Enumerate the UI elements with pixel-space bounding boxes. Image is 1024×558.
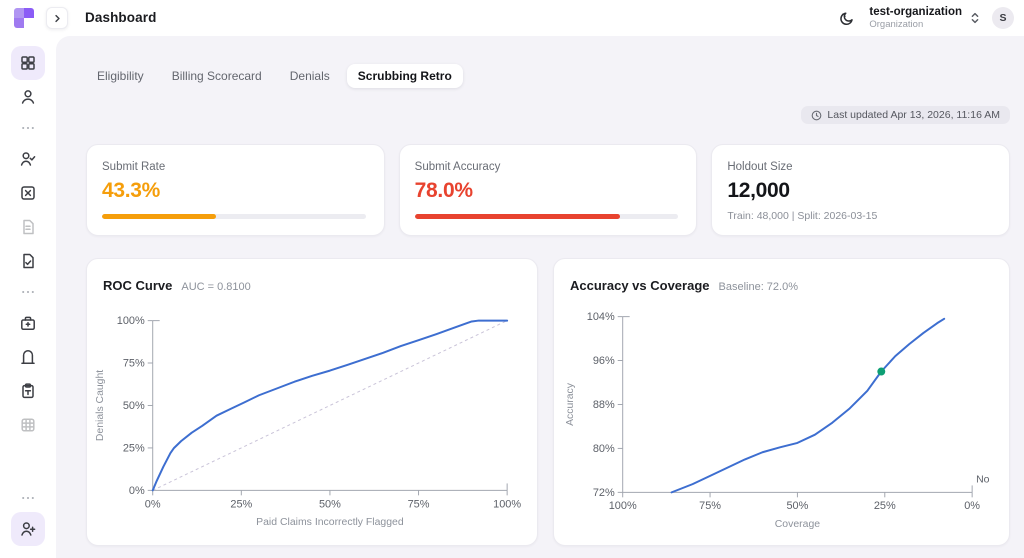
svg-text:96%: 96% (593, 355, 615, 367)
svg-text:50%: 50% (123, 400, 145, 412)
submit-rate-card: Submit Rate 43.3% (86, 144, 385, 236)
moon-icon (838, 10, 855, 27)
roc-curve-card: ROC Curve AUC = 0.8100 0% 25% 50% 75% 100% 0%… (86, 258, 539, 546)
chart-subtitle: Baseline: 72.0% (718, 281, 799, 293)
progress-track (102, 214, 366, 219)
svg-text:25%: 25% (230, 498, 252, 510)
sidebar-divider-ellipsis-icon (19, 117, 37, 139)
sidebar-item-user-plus[interactable] (11, 512, 45, 546)
briefcase-plus-icon (19, 314, 37, 332)
sidebar-nav (0, 36, 56, 558)
metric-label: Holdout Size (727, 161, 793, 173)
theme-toggle-button[interactable] (834, 6, 858, 30)
sidebar-item-user[interactable] (11, 80, 45, 114)
chart-subtitle: AUC = 0.8100 (181, 281, 251, 293)
tab-scrubbing-retro[interactable]: Scrubbing Retro (346, 64, 463, 88)
chart-title: Accuracy vs Coverage (570, 278, 710, 293)
top-bar: Dashboard test-organization Organization (0, 0, 1024, 36)
svg-text:80%: 80% (593, 443, 615, 455)
svg-text:75%: 75% (699, 500, 721, 512)
sidebar-item-dashboard-grid[interactable] (11, 46, 45, 80)
svg-text:88%: 88% (593, 399, 615, 411)
last-updated-text: Last updated Apr 13, 2026, 11:16 AM (827, 109, 1000, 121)
ellipsis-icon (19, 119, 37, 137)
sidebar-item-archway-door[interactable] (11, 340, 45, 374)
svg-text:50%: 50% (319, 498, 341, 510)
tab-denials[interactable]: Denials (289, 69, 330, 83)
clock-icon (811, 110, 822, 121)
chevrons-up-down-icon (969, 11, 981, 25)
svg-text:0%: 0% (129, 485, 145, 497)
user-plus-icon (19, 520, 37, 538)
last-updated-badge: Last updated Apr 13, 2026, 11:16 AM (801, 106, 1010, 124)
svg-text:Accuracy: Accuracy (565, 382, 576, 426)
accuracy-coverage-chart: 72% 80% 88% 96% 104% 100% 75% 50% 25% 0% Coverage A… (565, 311, 990, 530)
accuracy-coverage-card: Accuracy vs Coverage Baseline: 72.0% 72%… (553, 258, 1010, 546)
progress-fill (414, 214, 621, 219)
svg-text:Paid Claims Incorrectly Flagge: Paid Claims Incorrectly Flagged (256, 517, 404, 528)
svg-text:No: No (976, 474, 990, 485)
svg-text:50%: 50% (786, 500, 808, 512)
chart-title: ROC Curve (103, 278, 173, 293)
sidebar-divider-ellipsis-icon (19, 487, 37, 509)
user-check-icon (19, 150, 37, 168)
progress-track (414, 214, 679, 219)
sidebar-item-user-check[interactable] (11, 142, 45, 176)
svg-text:75%: 75% (123, 358, 145, 370)
user-avatar[interactable]: S (992, 7, 1014, 29)
org-role-label: Organization (869, 18, 924, 30)
file-check-icon (19, 252, 37, 270)
sidebar-item-grid-table[interactable] (11, 408, 45, 442)
svg-text:Coverage: Coverage (775, 519, 821, 530)
svg-text:Denials Caught: Denials Caught (95, 370, 106, 441)
user-icon (19, 88, 37, 106)
metric-label: Submit Accuracy (414, 161, 501, 173)
sidebar-item-file-check[interactable] (11, 244, 45, 278)
svg-text:72%: 72% (593, 487, 615, 499)
holdout-size-card: Holdout Size 12,000 Train: 48,000 | Spli… (711, 144, 1011, 236)
svg-text:0%: 0% (964, 500, 980, 512)
app-logo-icon (14, 8, 34, 28)
org-name: test-organization (869, 5, 962, 18)
archway-door-icon (19, 348, 37, 366)
ellipsis-icon (19, 283, 37, 301)
svg-text:100%: 100% (493, 498, 521, 510)
metric-value: 78.0% (414, 179, 473, 202)
progress-fill (102, 214, 217, 219)
clipboard-text-icon (19, 382, 37, 400)
sidebar-item-briefcase-plus[interactable] (11, 306, 45, 340)
page-title: Dashboard (85, 10, 157, 25)
ellipsis-icon (19, 489, 37, 507)
metric-value: 43.3% (102, 179, 161, 202)
tab-eligibility[interactable]: Eligibility (97, 69, 144, 83)
sidebar-item-clipboard-text[interactable] (11, 374, 45, 408)
svg-text:104%: 104% (587, 311, 615, 323)
dashboard-grid-icon (19, 54, 37, 72)
svg-text:75%: 75% (408, 498, 430, 510)
x-square-icon (19, 184, 37, 202)
metric-subtext: Train: 48,000 | Split: 2026-03-15 (727, 210, 878, 222)
metric-label: Submit Rate (102, 161, 166, 173)
file-lines-icon (19, 218, 37, 236)
svg-text:25%: 25% (874, 500, 896, 512)
tab-billing-scorecard[interactable]: Billing Scorecard (171, 69, 262, 83)
svg-text:0%: 0% (145, 498, 161, 510)
main-content: Eligibility Billing Scorecard Denials Sc… (56, 36, 1024, 558)
submit-accuracy-card: Submit Accuracy 78.0% (398, 144, 698, 236)
metric-value: 12,000 (727, 179, 790, 202)
sidebar-collapse-button[interactable] (46, 7, 68, 29)
svg-text:100%: 100% (117, 315, 145, 327)
grid-table-icon (19, 416, 37, 434)
dashboard-tabs: Eligibility Billing Scorecard Denials Sc… (86, 64, 1010, 88)
roc-curve-chart: 0% 25% 50% 75% 100% 0% 25% 50% 75% 100% Paid Claim… (95, 315, 522, 528)
svg-text:100%: 100% (609, 500, 637, 512)
org-switcher[interactable]: test-organization Organization (869, 6, 981, 30)
chevron-right-icon (51, 12, 64, 25)
svg-text:25%: 25% (123, 442, 145, 454)
sidebar-item-file-lines[interactable] (11, 210, 45, 244)
sidebar-divider-ellipsis-icon (19, 281, 37, 303)
sidebar-item-x-square[interactable] (11, 176, 45, 210)
